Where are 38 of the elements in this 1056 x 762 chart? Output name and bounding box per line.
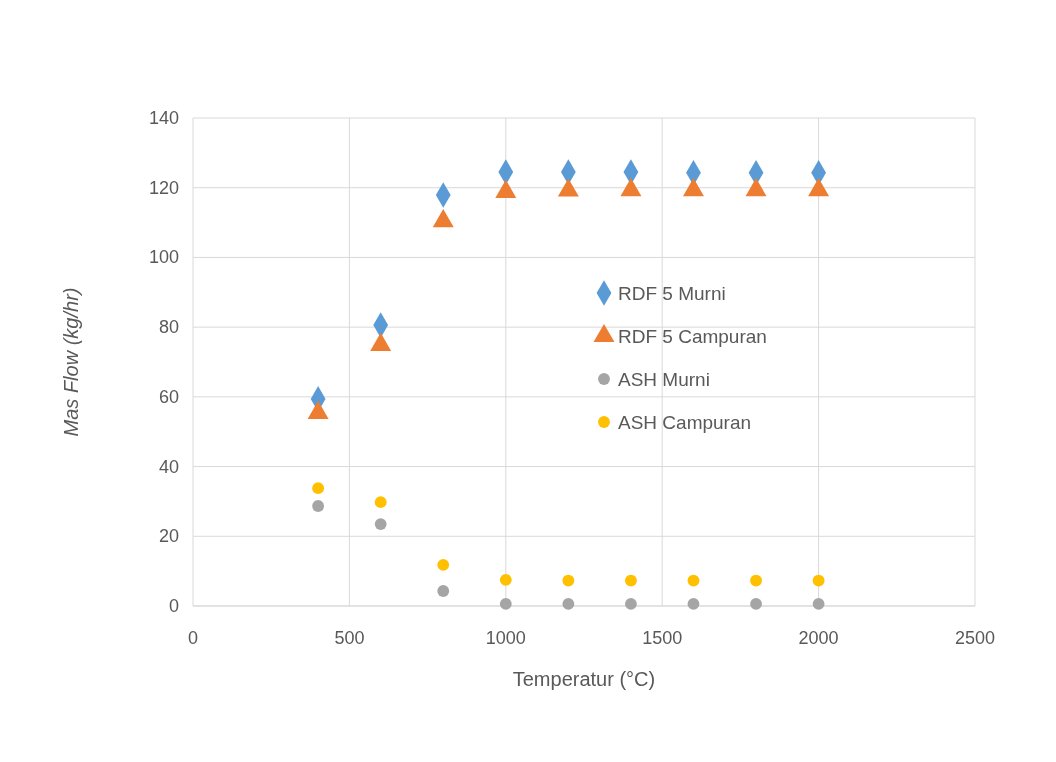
- legend-label: RDF 5 Murni: [618, 283, 726, 304]
- point: [437, 558, 450, 571]
- x-tick-label: 1000: [485, 628, 526, 648]
- point: [437, 585, 450, 597]
- x-tick-label: 1500: [642, 628, 683, 648]
- x-tick-label: 2500: [954, 628, 996, 648]
- y-axis-title: Mas Flow (kg/hr): [60, 287, 82, 437]
- x-tick-label: 2000: [798, 628, 839, 648]
- y-tick-label: 60: [158, 386, 179, 407]
- legend-label: RDF 5 Campuran: [618, 326, 767, 347]
- y-tick-label: 140: [148, 108, 179, 128]
- y-tick-label: 0: [168, 596, 179, 616]
- point: [312, 482, 325, 495]
- point: [312, 500, 325, 512]
- legend-label: ASH Murni: [618, 369, 710, 390]
- y-tick-label: 100: [148, 247, 179, 268]
- legend-label: ASH Campuran: [618, 412, 752, 433]
- point: [562, 598, 575, 610]
- point: [750, 574, 762, 587]
- x-tick-label: 500: [334, 628, 365, 648]
- y-tick-label: 120: [148, 177, 179, 198]
- point: [812, 598, 825, 610]
- point: [374, 518, 387, 530]
- point: [812, 574, 825, 587]
- point: [625, 574, 637, 587]
- point: [499, 573, 512, 586]
- point: [687, 574, 700, 587]
- point: [625, 598, 637, 610]
- point: [562, 574, 575, 587]
- x-axis-title: Temperatur (°C): [512, 668, 656, 690]
- x-tick-label: 0: [187, 628, 199, 648]
- point: [374, 496, 387, 509]
- point: [499, 598, 512, 610]
- point: [687, 598, 700, 610]
- point: [750, 598, 762, 610]
- y-tick-label: 80: [158, 317, 179, 338]
- y-tick-label: 20: [158, 526, 179, 547]
- y-tick-label: 40: [158, 456, 179, 477]
